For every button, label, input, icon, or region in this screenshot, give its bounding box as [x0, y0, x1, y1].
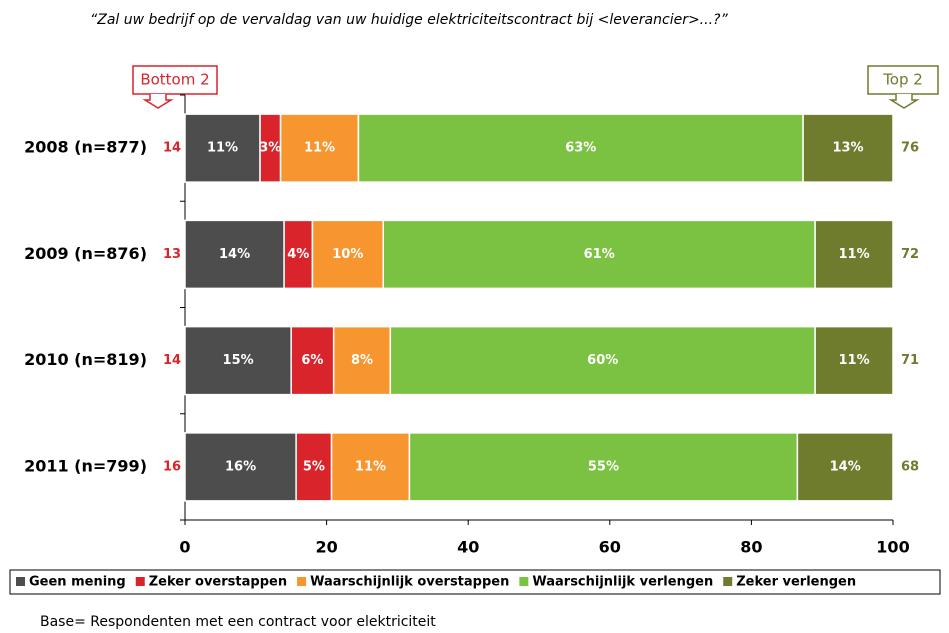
value-label: 8% — [351, 353, 373, 368]
value-label: 11% — [207, 141, 238, 156]
bar-segment — [814, 219, 894, 290]
legend-label: Zeker overstappen — [149, 575, 287, 590]
bottom2-value: 14 — [163, 141, 181, 156]
bar-segment — [382, 219, 816, 290]
legend-label: Geen mening — [29, 575, 126, 590]
value-label: 3% — [259, 141, 281, 156]
value-label: 6% — [301, 353, 323, 368]
x-tick-label: 60 — [599, 538, 621, 557]
top2-value: 72 — [901, 247, 919, 262]
category-label: 2008 (n=877) — [24, 138, 147, 157]
bar-segment — [330, 432, 411, 502]
bar-segment — [814, 325, 894, 396]
bar-segment — [332, 325, 392, 396]
top2-value: 71 — [901, 353, 919, 368]
value-label: 5% — [303, 459, 325, 474]
bar-segment — [184, 113, 261, 183]
callout-label: Top 2 — [882, 71, 923, 89]
bar-segment — [279, 113, 360, 183]
bottom2-callout: Bottom 2 — [132, 65, 218, 109]
value-label: 15% — [223, 353, 254, 368]
chart-title: “Zal uw bedrijf op de vervaldag van uw h… — [90, 12, 728, 28]
bar-segment — [184, 432, 297, 502]
legend-swatch — [723, 577, 733, 586]
value-label: 55% — [588, 459, 619, 474]
value-label: 14% — [219, 247, 250, 262]
top2-value: 76 — [901, 141, 919, 156]
bar-segment — [796, 432, 894, 502]
x-tick-label: 100 — [876, 538, 909, 557]
bar-segment — [311, 219, 384, 290]
top2-value: 68 — [901, 459, 919, 474]
bar-segment — [408, 432, 799, 502]
callout-arrow — [888, 94, 920, 109]
bar-segment — [290, 325, 335, 396]
value-label: 13% — [832, 141, 863, 156]
category-label: 2011 (n=799) — [24, 456, 147, 475]
x-tick-label: 20 — [315, 538, 337, 557]
bottom2-value: 16 — [163, 459, 181, 474]
value-label: 11% — [304, 141, 335, 156]
value-label: 16% — [225, 459, 256, 474]
value-label: 11% — [838, 247, 869, 262]
value-label: 11% — [355, 459, 386, 474]
value-label: 63% — [565, 141, 596, 156]
callout-box — [132, 65, 218, 95]
legend-label: Waarschijnlijk overstappen — [310, 575, 509, 590]
bar-segment — [357, 113, 804, 183]
category-label: 2010 (n=819) — [24, 350, 147, 369]
bar-segment — [295, 432, 333, 502]
legend-label: Zeker verlengen — [736, 575, 856, 590]
callout-label: Bottom 2 — [140, 71, 209, 89]
x-tick-label: 40 — [457, 538, 479, 557]
value-label: 61% — [584, 247, 615, 262]
bottom2-value: 13 — [163, 247, 181, 262]
top2-callout: Top 2 — [867, 65, 939, 109]
bar-segment — [184, 325, 292, 396]
bar-segment — [389, 325, 816, 396]
value-label: 11% — [838, 353, 869, 368]
legend-swatch — [297, 577, 307, 586]
bar-segment — [184, 219, 285, 290]
legend-swatch — [135, 577, 145, 586]
value-label: 4% — [287, 247, 309, 262]
legend-label: Waarschijnlijk verlengen — [532, 575, 713, 590]
x-tick-label: 80 — [740, 538, 762, 557]
legend-box — [9, 569, 941, 595]
value-label: 14% — [830, 459, 861, 474]
footnote: Base= Respondenten met een contract voor… — [40, 614, 436, 630]
bar-segment — [283, 219, 314, 290]
x-tick-label: 0 — [179, 538, 190, 557]
legend-swatch — [16, 577, 25, 586]
bottom2-value: 14 — [163, 353, 181, 368]
bar-segment — [802, 113, 894, 183]
value-label: 10% — [332, 247, 363, 262]
value-label: 60% — [587, 353, 618, 368]
callout-arrow — [142, 94, 174, 109]
legend-swatch — [519, 577, 529, 586]
category-label: 2009 (n=876) — [24, 244, 147, 263]
